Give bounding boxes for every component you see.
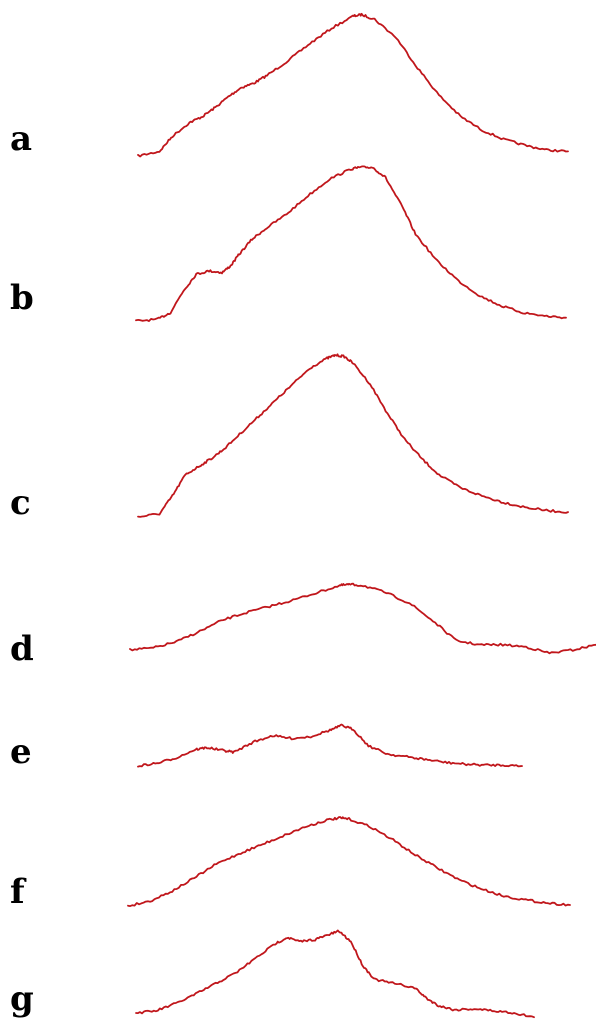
curve-g [135, 929, 535, 1019]
curve-b [135, 165, 567, 322]
curve-c [137, 353, 569, 518]
panel-label-layer: a b c d e f g [10, 119, 34, 1019]
panel-label-f: f [10, 872, 27, 912]
panel-label-d: d [10, 629, 34, 669]
panel-label-e: e [10, 732, 32, 772]
panel-label-c: c [10, 483, 31, 523]
curve-a [137, 12, 569, 158]
curve-f [127, 816, 571, 907]
panel-label-a: a [10, 119, 32, 159]
panel-label-b: b [10, 278, 34, 318]
panel-label-g: g [10, 979, 34, 1019]
curve-e [137, 723, 523, 768]
curve-layer [127, 12, 596, 1019]
curve-d [129, 582, 596, 655]
